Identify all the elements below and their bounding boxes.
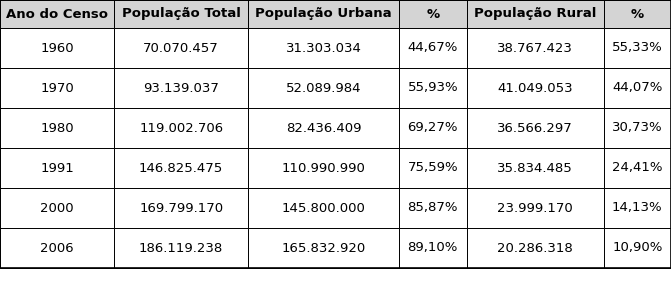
Text: 145.800.000: 145.800.000 [282, 202, 366, 215]
Text: 75,59%: 75,59% [407, 162, 458, 175]
Bar [603, 28, 671, 68]
Bar [399, 228, 466, 268]
Text: 38.767.423: 38.767.423 [497, 41, 573, 55]
Bar [399, 28, 466, 68]
Bar [603, 228, 671, 268]
Text: Ano do Censo: Ano do Censo [6, 8, 108, 21]
Bar [248, 28, 399, 68]
Text: 55,93%: 55,93% [407, 81, 458, 95]
Text: 2006: 2006 [40, 242, 74, 255]
Text: %: % [426, 8, 440, 21]
Bar [114, 28, 248, 68]
Bar [114, 188, 248, 228]
Text: 52.089.984: 52.089.984 [286, 81, 362, 95]
Bar [399, 0, 466, 28]
Bar [114, 228, 248, 268]
Bar [399, 148, 466, 188]
Text: 165.832.920: 165.832.920 [281, 242, 366, 255]
Bar [248, 108, 399, 148]
Text: 23.999.170: 23.999.170 [497, 202, 573, 215]
Text: 1970: 1970 [40, 81, 74, 95]
Text: 186.119.238: 186.119.238 [139, 242, 223, 255]
Text: 1960: 1960 [40, 41, 74, 55]
Bar [603, 148, 671, 188]
Text: %: % [631, 8, 643, 21]
Bar [603, 108, 671, 148]
Text: 119.002.706: 119.002.706 [139, 122, 223, 135]
Bar [248, 0, 399, 28]
Bar [0, 0, 114, 28]
Text: 35.834.485: 35.834.485 [497, 162, 573, 175]
Text: 1980: 1980 [40, 122, 74, 135]
Bar [466, 148, 603, 188]
Text: 14,13%: 14,13% [612, 202, 662, 215]
Bar [399, 188, 466, 228]
Bar [0, 228, 114, 268]
Bar [0, 28, 114, 68]
Text: 1991: 1991 [40, 162, 74, 175]
Text: 41.049.053: 41.049.053 [497, 81, 573, 95]
Text: 20.286.318: 20.286.318 [497, 242, 573, 255]
Bar [603, 188, 671, 228]
Bar [603, 0, 671, 28]
Text: 110.990.990: 110.990.990 [282, 162, 366, 175]
Text: População Rural: População Rural [474, 8, 597, 21]
Bar [114, 148, 248, 188]
Bar [114, 68, 248, 108]
Bar [466, 108, 603, 148]
Bar [248, 68, 399, 108]
Bar [466, 0, 603, 28]
Text: 24,41%: 24,41% [612, 162, 662, 175]
Text: 82.436.409: 82.436.409 [286, 122, 362, 135]
Text: 146.825.475: 146.825.475 [139, 162, 223, 175]
Text: 44,67%: 44,67% [407, 41, 458, 55]
Bar [0, 188, 114, 228]
Text: 69,27%: 69,27% [407, 122, 458, 135]
Bar [0, 148, 114, 188]
Bar [114, 0, 248, 28]
Text: População Total: População Total [121, 8, 241, 21]
Text: 169.799.170: 169.799.170 [139, 202, 223, 215]
Text: 2000: 2000 [40, 202, 74, 215]
Bar [248, 188, 399, 228]
Bar [466, 68, 603, 108]
Bar [0, 68, 114, 108]
Bar [0, 108, 114, 148]
Bar [248, 148, 399, 188]
Text: População Urbana: População Urbana [255, 8, 392, 21]
Text: 31.303.034: 31.303.034 [286, 41, 362, 55]
Bar [399, 68, 466, 108]
Text: 30,73%: 30,73% [612, 122, 662, 135]
Text: 44,07%: 44,07% [612, 81, 662, 95]
Bar [466, 28, 603, 68]
Text: 36.566.297: 36.566.297 [497, 122, 573, 135]
Text: 10,90%: 10,90% [612, 242, 662, 255]
Text: 55,33%: 55,33% [612, 41, 663, 55]
Text: 85,87%: 85,87% [407, 202, 458, 215]
Bar [114, 108, 248, 148]
Text: 93.139.037: 93.139.037 [143, 81, 219, 95]
Bar [399, 108, 466, 148]
Text: 70.070.457: 70.070.457 [144, 41, 219, 55]
Text: 89,10%: 89,10% [407, 242, 458, 255]
Bar [466, 188, 603, 228]
Bar [248, 228, 399, 268]
Bar [466, 228, 603, 268]
Bar [603, 68, 671, 108]
